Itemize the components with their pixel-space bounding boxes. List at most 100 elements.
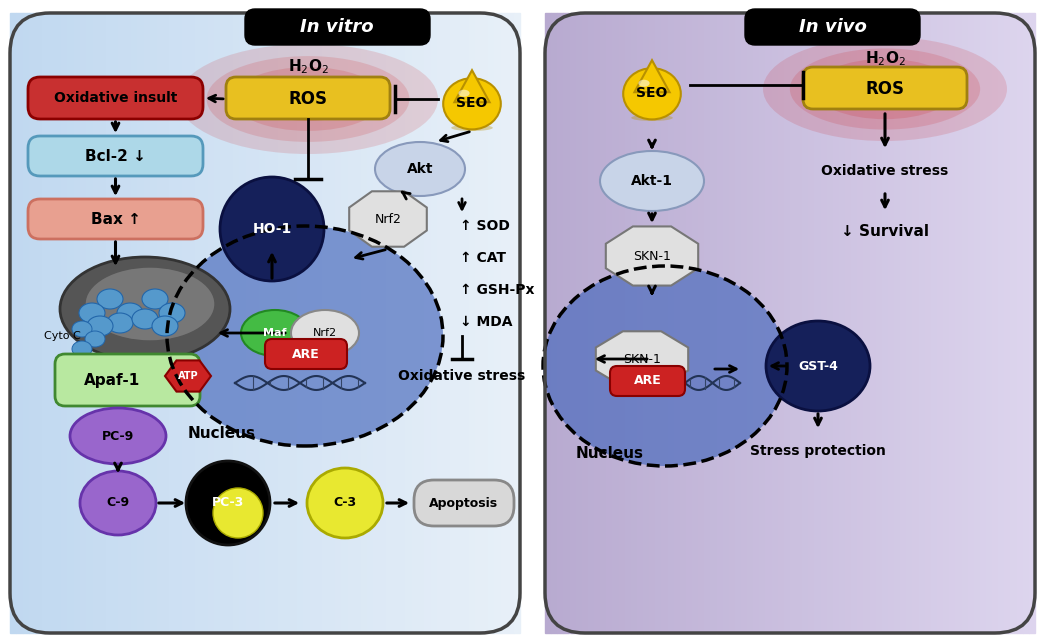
- Bar: [431, 13, 437, 633]
- Text: GST-4: GST-4: [799, 360, 838, 372]
- Ellipse shape: [836, 68, 934, 110]
- Text: Nrf2: Nrf2: [313, 328, 337, 338]
- Bar: [661, 13, 668, 633]
- Ellipse shape: [85, 331, 105, 347]
- Bar: [514, 13, 520, 633]
- Text: Apaf-1: Apaf-1: [84, 372, 140, 388]
- FancyBboxPatch shape: [28, 199, 203, 239]
- Text: HO-1: HO-1: [253, 222, 291, 236]
- Bar: [881, 13, 888, 633]
- Bar: [728, 13, 735, 633]
- Bar: [569, 13, 575, 633]
- Ellipse shape: [141, 289, 168, 309]
- Text: Nrf2: Nrf2: [374, 213, 401, 226]
- Bar: [73, 13, 80, 633]
- Text: Oxidative insult: Oxidative insult: [53, 91, 177, 105]
- Bar: [618, 13, 625, 633]
- FancyBboxPatch shape: [265, 339, 347, 369]
- FancyBboxPatch shape: [28, 136, 203, 176]
- Bar: [240, 13, 246, 633]
- Bar: [1017, 13, 1023, 633]
- Bar: [412, 13, 418, 633]
- Bar: [564, 13, 569, 633]
- Text: ↑ CAT: ↑ CAT: [460, 251, 506, 265]
- Bar: [888, 13, 894, 633]
- Bar: [259, 13, 265, 633]
- Ellipse shape: [601, 151, 704, 211]
- Bar: [711, 13, 717, 633]
- Bar: [10, 13, 17, 633]
- Ellipse shape: [291, 310, 359, 356]
- FancyBboxPatch shape: [28, 77, 203, 119]
- Bar: [698, 13, 704, 633]
- Bar: [265, 13, 271, 633]
- Bar: [1004, 13, 1010, 633]
- FancyBboxPatch shape: [745, 9, 920, 45]
- Bar: [309, 13, 316, 633]
- Bar: [900, 13, 907, 633]
- Ellipse shape: [72, 321, 92, 337]
- Bar: [150, 13, 156, 633]
- Bar: [967, 13, 974, 633]
- Bar: [631, 13, 637, 633]
- Bar: [462, 13, 470, 633]
- Bar: [980, 13, 986, 633]
- Bar: [470, 13, 476, 633]
- Bar: [220, 13, 226, 633]
- Bar: [329, 13, 335, 633]
- Bar: [643, 13, 649, 633]
- Bar: [406, 13, 412, 633]
- Bar: [931, 13, 937, 633]
- Text: Akt-1: Akt-1: [631, 174, 673, 188]
- Bar: [943, 13, 949, 633]
- Text: Stress protection: Stress protection: [750, 444, 886, 458]
- Ellipse shape: [543, 266, 787, 466]
- Bar: [131, 13, 137, 633]
- Polygon shape: [349, 191, 427, 247]
- Bar: [246, 13, 253, 633]
- Bar: [845, 13, 851, 633]
- Bar: [601, 13, 606, 633]
- Ellipse shape: [132, 309, 158, 329]
- Bar: [784, 13, 790, 633]
- Ellipse shape: [87, 316, 113, 336]
- Bar: [833, 13, 839, 633]
- Polygon shape: [596, 331, 689, 387]
- Ellipse shape: [790, 49, 980, 129]
- Bar: [354, 13, 361, 633]
- Bar: [612, 13, 618, 633]
- Ellipse shape: [375, 142, 465, 196]
- Ellipse shape: [624, 68, 681, 119]
- Bar: [271, 13, 278, 633]
- Bar: [367, 13, 373, 633]
- Bar: [189, 13, 195, 633]
- Text: ↓ MDA: ↓ MDA: [460, 315, 512, 329]
- Bar: [214, 13, 220, 633]
- Bar: [803, 13, 808, 633]
- Bar: [100, 13, 106, 633]
- Bar: [226, 13, 233, 633]
- Ellipse shape: [241, 310, 309, 356]
- Bar: [80, 13, 87, 633]
- FancyBboxPatch shape: [803, 67, 967, 109]
- Bar: [61, 13, 67, 633]
- Bar: [450, 13, 456, 633]
- Bar: [456, 13, 462, 633]
- Bar: [717, 13, 723, 633]
- Bar: [857, 13, 864, 633]
- Bar: [821, 13, 827, 633]
- Bar: [342, 13, 348, 633]
- Ellipse shape: [814, 59, 956, 119]
- Bar: [796, 13, 803, 633]
- Text: Nucleus: Nucleus: [576, 445, 645, 460]
- Text: ARE: ARE: [634, 374, 662, 388]
- Bar: [495, 13, 501, 633]
- Bar: [778, 13, 784, 633]
- Bar: [118, 13, 125, 633]
- Ellipse shape: [766, 321, 870, 411]
- Bar: [278, 13, 284, 633]
- Bar: [913, 13, 919, 633]
- Text: Nucleus: Nucleus: [188, 426, 256, 440]
- Bar: [29, 13, 36, 633]
- Bar: [290, 13, 297, 633]
